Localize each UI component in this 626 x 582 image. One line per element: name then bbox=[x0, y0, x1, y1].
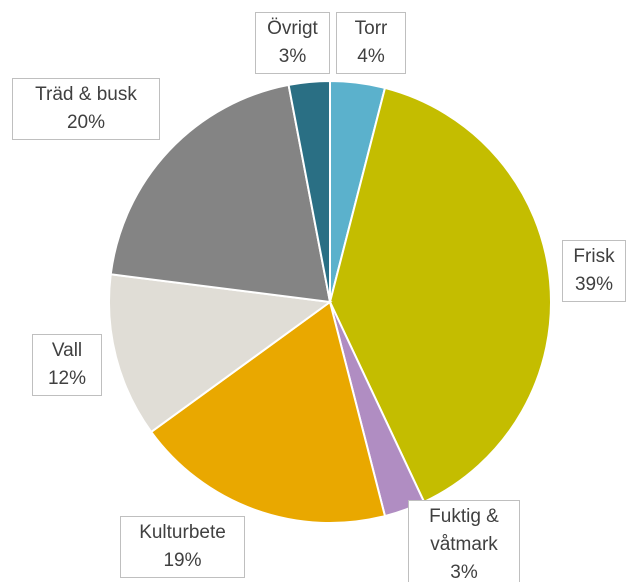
label-category: Torr bbox=[354, 18, 388, 39]
pie-slice bbox=[109, 83, 332, 304]
label-value: 3% bbox=[278, 46, 307, 67]
label-value: 4% bbox=[357, 46, 385, 67]
pie-slice bbox=[108, 273, 333, 434]
label-value: 20% bbox=[66, 112, 106, 133]
data-label: Övrigt 3% bbox=[255, 12, 330, 74]
data-label: Frisk 39% bbox=[562, 240, 626, 302]
label-category: Vall bbox=[51, 340, 83, 361]
data-label: Vall 12% bbox=[32, 334, 102, 396]
label-value: 39% bbox=[574, 274, 614, 295]
label-category: Kulturbete bbox=[139, 522, 226, 543]
pie-slice bbox=[149, 300, 387, 524]
data-label: Fuktig & våtmark 3% bbox=[408, 500, 520, 582]
label-category: Frisk bbox=[573, 246, 615, 267]
label-value: 3% bbox=[450, 562, 478, 582]
data-label: Kulturbete 19% bbox=[120, 516, 245, 578]
label-category: Träd & busk bbox=[35, 84, 137, 105]
data-label: Torr 4% bbox=[336, 12, 406, 74]
pie-slice bbox=[287, 79, 331, 303]
label-category: Fuktig & våtmark bbox=[429, 506, 499, 555]
label-value: 19% bbox=[163, 550, 202, 571]
data-label: Träd & busk 20% bbox=[12, 78, 160, 140]
label-value: 12% bbox=[47, 368, 87, 389]
label-category: Övrigt bbox=[267, 18, 318, 39]
pie-slice bbox=[328, 86, 552, 504]
